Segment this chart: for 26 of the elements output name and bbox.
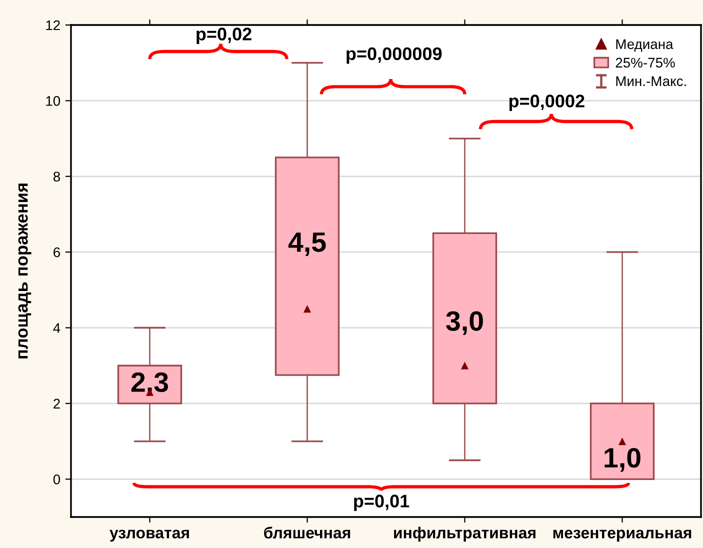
y-tick-label: 8 [53, 172, 60, 182]
point [460, 362, 469, 370]
point [303, 305, 312, 313]
y-tick-label: 4 [53, 323, 60, 333]
y-tick-label: 10 [46, 96, 60, 106]
x-tick-label: бляшечная [264, 526, 350, 538]
point [618, 438, 626, 446]
y-tick-label: 6 [54, 247, 60, 258]
data-label: 3,0 [446, 311, 483, 335]
data-label: 1,0 [604, 448, 640, 472]
y-tick-label: 12 [46, 20, 60, 30]
y-tick-label: 0 [53, 474, 60, 484]
legend-label: Мин.-Макс. [616, 76, 686, 86]
annotation: p=0,000009 [346, 47, 442, 64]
y-axis-title: площадь поражения [18, 184, 32, 358]
legend-label: 25%-75% [616, 58, 675, 68]
x-tick-label: мезентериальная [553, 530, 692, 542]
annotation: p=0,01 [354, 494, 410, 512]
data-label: 2,3 [131, 372, 168, 396]
y-tick-label: 2 [54, 398, 60, 408]
legend-label: Медиана [616, 39, 674, 52]
data-label: 4,5 [288, 232, 326, 256]
x-tick-label: узловатая [110, 530, 189, 542]
annotation: p=0,0002 [509, 94, 584, 111]
annotation: p=0,02 [196, 28, 252, 44]
x-tick-label: инфильтративная [394, 526, 536, 542]
